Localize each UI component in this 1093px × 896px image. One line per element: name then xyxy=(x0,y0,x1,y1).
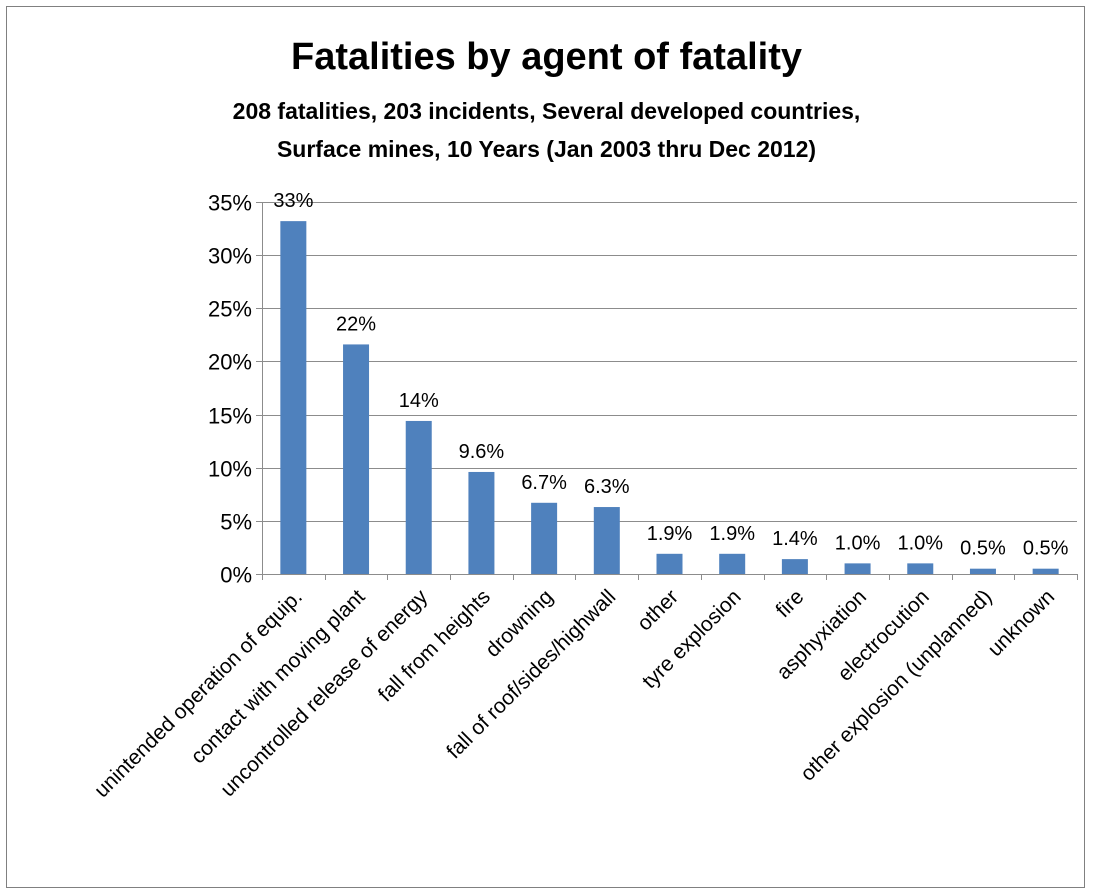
data-label: 1.9% xyxy=(647,523,693,545)
y-tick-label: 20% xyxy=(208,350,252,375)
data-label: 0.5% xyxy=(1023,538,1069,560)
x-category-label: unknown xyxy=(983,585,1059,661)
bar xyxy=(781,559,808,574)
data-label: 1.0% xyxy=(835,532,881,554)
x-category-label: fire xyxy=(772,585,809,622)
labels: 0%5%10%15%20%25%30%35% 33%unintended oper… xyxy=(90,190,1069,802)
x-category-label: other xyxy=(633,585,683,635)
y-tick-label: 10% xyxy=(208,457,252,482)
data-label: 1.9% xyxy=(709,523,755,545)
chart-frame xyxy=(6,6,1085,888)
bar xyxy=(405,420,432,574)
bar xyxy=(593,507,620,574)
bar xyxy=(969,568,996,574)
data-label: 1.0% xyxy=(897,532,943,554)
y-tick-label: 15% xyxy=(208,404,252,429)
y-tick-label: 35% xyxy=(208,191,252,216)
chart-title: Fatalities by agent of fatality xyxy=(291,36,802,78)
bar xyxy=(719,553,746,574)
bar xyxy=(468,471,495,574)
x-category-label: fall from heights xyxy=(374,585,495,706)
data-label: 0.5% xyxy=(960,538,1006,560)
bar xyxy=(907,563,934,574)
bar xyxy=(531,502,558,574)
chart-subtitle-line-1: 208 fatalities, 203 incidents, Several d… xyxy=(232,98,861,124)
data-label: 9.6% xyxy=(459,441,505,463)
bar xyxy=(1032,568,1059,574)
bar xyxy=(280,221,307,575)
y-tick-label: 0% xyxy=(220,563,252,588)
data-label: 6.7% xyxy=(521,472,567,494)
bar xyxy=(656,553,683,574)
axes xyxy=(256,202,1078,580)
bar xyxy=(343,344,370,574)
data-label: 33% xyxy=(273,190,313,212)
bar xyxy=(844,563,871,574)
chart-subtitle-line-2: Surface mines, 10 Years (Jan 2003 thru D… xyxy=(276,136,817,162)
y-tick-label: 25% xyxy=(208,297,252,322)
y-tick-label: 30% xyxy=(208,244,252,269)
bars xyxy=(280,221,1059,575)
y-tick-label: 5% xyxy=(220,510,252,535)
data-label: 14% xyxy=(399,390,439,412)
data-label: 6.3% xyxy=(584,476,630,498)
data-label: 22% xyxy=(336,313,376,335)
gridlines xyxy=(262,202,1077,522)
data-label: 1.4% xyxy=(772,528,818,550)
